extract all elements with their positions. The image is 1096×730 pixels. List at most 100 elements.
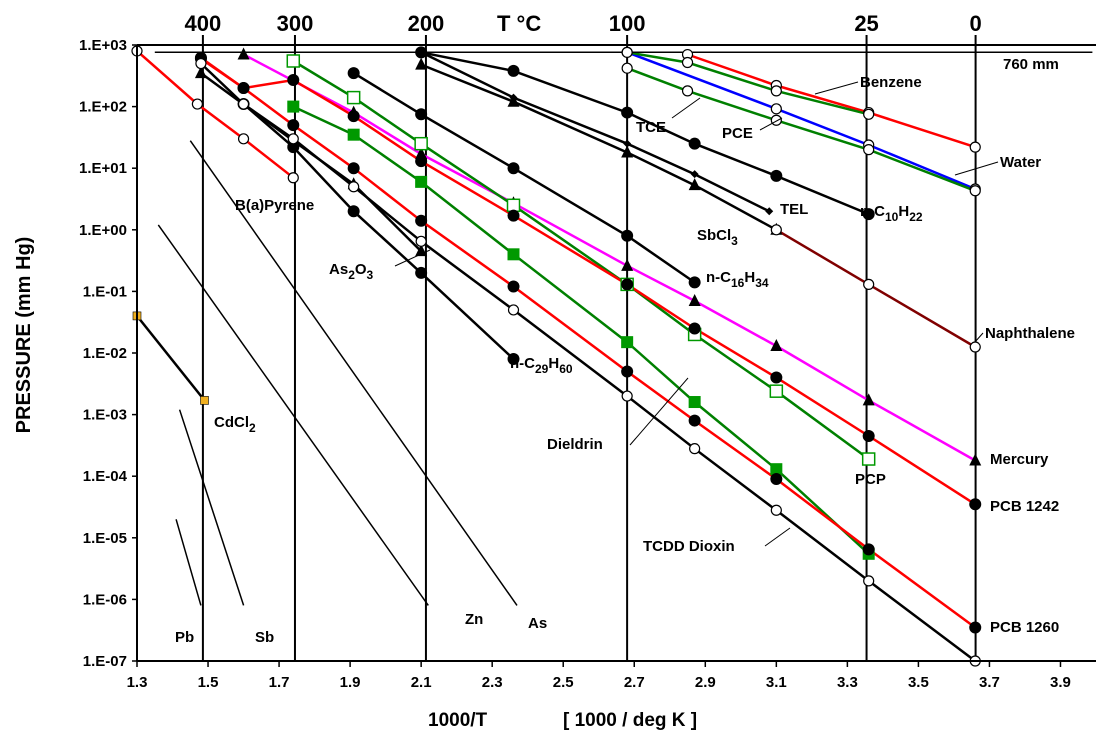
data-point xyxy=(969,453,982,466)
label-bapyrene: B(a)Pyrene xyxy=(235,197,314,214)
data-point xyxy=(287,141,300,154)
data-point xyxy=(346,90,361,105)
data-point xyxy=(862,429,875,442)
label-pcp: PCP xyxy=(855,471,886,488)
data-point xyxy=(969,341,981,353)
series-line xyxy=(687,53,976,149)
data-point xyxy=(507,162,520,175)
data-point xyxy=(347,205,360,218)
x-tick-label: 3.1 xyxy=(766,674,787,691)
x-tick-label: 2.1 xyxy=(411,674,432,691)
label-naphthalene: Naphthalene xyxy=(985,325,1075,342)
label-tcdd-dioxin: TCDD Dioxin xyxy=(643,538,735,555)
x-tick-label: 3.3 xyxy=(837,674,858,691)
x-tick-label: 1.9 xyxy=(340,674,361,691)
data-point xyxy=(191,98,203,110)
series-line xyxy=(200,62,976,661)
data-point xyxy=(688,178,701,191)
data-point xyxy=(688,414,701,427)
data-point xyxy=(194,66,207,79)
data-point xyxy=(195,57,207,70)
data-point xyxy=(681,56,694,69)
label-benzene: Benzene xyxy=(860,74,922,91)
data-point xyxy=(688,276,701,289)
leader-lines xyxy=(394,81,999,547)
label-sb: Sb xyxy=(255,629,274,646)
series-line xyxy=(242,103,515,360)
data-point xyxy=(621,145,634,158)
data-point xyxy=(621,46,633,58)
data-point xyxy=(507,94,520,107)
y-tick-label: 1.E-01 xyxy=(83,283,127,300)
data-point xyxy=(347,128,360,141)
leader-naphthalene xyxy=(974,332,984,343)
leader-tce xyxy=(671,97,701,119)
top-tick-label: 200 xyxy=(408,11,445,36)
data-point xyxy=(862,208,875,221)
data-point xyxy=(969,621,982,634)
data-point xyxy=(347,162,360,175)
axes: 400 300 200 100 25 0 1.3 1.5 1.7 1.9 2.1 2.3 2.5 2.7 2… xyxy=(79,11,1096,691)
label-nc16h34: n-C16H34 xyxy=(706,269,769,290)
data-point xyxy=(507,248,520,261)
y-tick-label: 1.E+00 xyxy=(79,222,127,239)
x-tick-label: 1.5 xyxy=(198,674,219,691)
y-axis-label: PRESSURE (mm Hg) xyxy=(13,237,35,434)
data-point xyxy=(861,452,876,466)
data-point xyxy=(237,47,250,60)
x-axis-label-right: [ 1000 / deg K ] xyxy=(563,710,697,730)
series-line xyxy=(157,224,429,606)
data-point xyxy=(688,293,701,306)
data-point xyxy=(415,175,428,188)
y-tick-label: 1.E-05 xyxy=(83,530,127,547)
data-point xyxy=(969,141,981,153)
label-cdcl2: CdCl2 xyxy=(214,414,256,435)
leader-water xyxy=(954,161,999,176)
data-point xyxy=(770,371,783,384)
label-water: Water xyxy=(1000,154,1041,171)
y-tick-label: 1.E-07 xyxy=(83,653,127,670)
x-tick-label: 2.5 xyxy=(553,674,574,691)
data-point xyxy=(681,85,694,97)
data-point xyxy=(415,266,428,279)
label-dieldrin: Dieldrin xyxy=(547,436,603,453)
label-tel: TEL xyxy=(780,201,808,218)
label-pb: Pb xyxy=(175,629,194,646)
data-point xyxy=(621,365,634,378)
data-point xyxy=(348,181,360,193)
label-as: As xyxy=(528,615,547,632)
data-point xyxy=(415,155,428,168)
data-point xyxy=(862,393,875,406)
data-point xyxy=(287,100,300,113)
y-tick-label: 1.E+03 xyxy=(79,37,127,54)
data-point xyxy=(969,185,981,197)
label-tce: TCE xyxy=(636,119,666,136)
series-markers xyxy=(131,45,982,667)
label-as2o3: As2O3 xyxy=(329,261,374,282)
top-tick-label: 400 xyxy=(185,11,222,36)
series-line xyxy=(626,51,976,191)
x-tick-label: 3.5 xyxy=(908,674,929,691)
leader-tcdd xyxy=(764,527,791,547)
data-point xyxy=(621,336,634,349)
data-point xyxy=(770,473,783,486)
series-line xyxy=(420,51,770,213)
data-point xyxy=(287,74,300,87)
data-point xyxy=(237,82,250,95)
series-line xyxy=(292,105,870,555)
data-point xyxy=(689,443,701,455)
series-line xyxy=(353,72,696,284)
data-point xyxy=(862,543,875,556)
y-tick-label: 1.E+01 xyxy=(79,160,127,177)
series-line xyxy=(200,72,422,253)
data-point xyxy=(415,214,428,227)
data-point xyxy=(200,396,209,405)
data-point xyxy=(863,575,875,587)
data-point xyxy=(414,136,428,151)
data-point xyxy=(415,235,427,247)
data-point xyxy=(621,278,634,291)
leader-dieldrin xyxy=(629,377,689,446)
series-line xyxy=(420,51,870,216)
data-point xyxy=(417,48,426,57)
